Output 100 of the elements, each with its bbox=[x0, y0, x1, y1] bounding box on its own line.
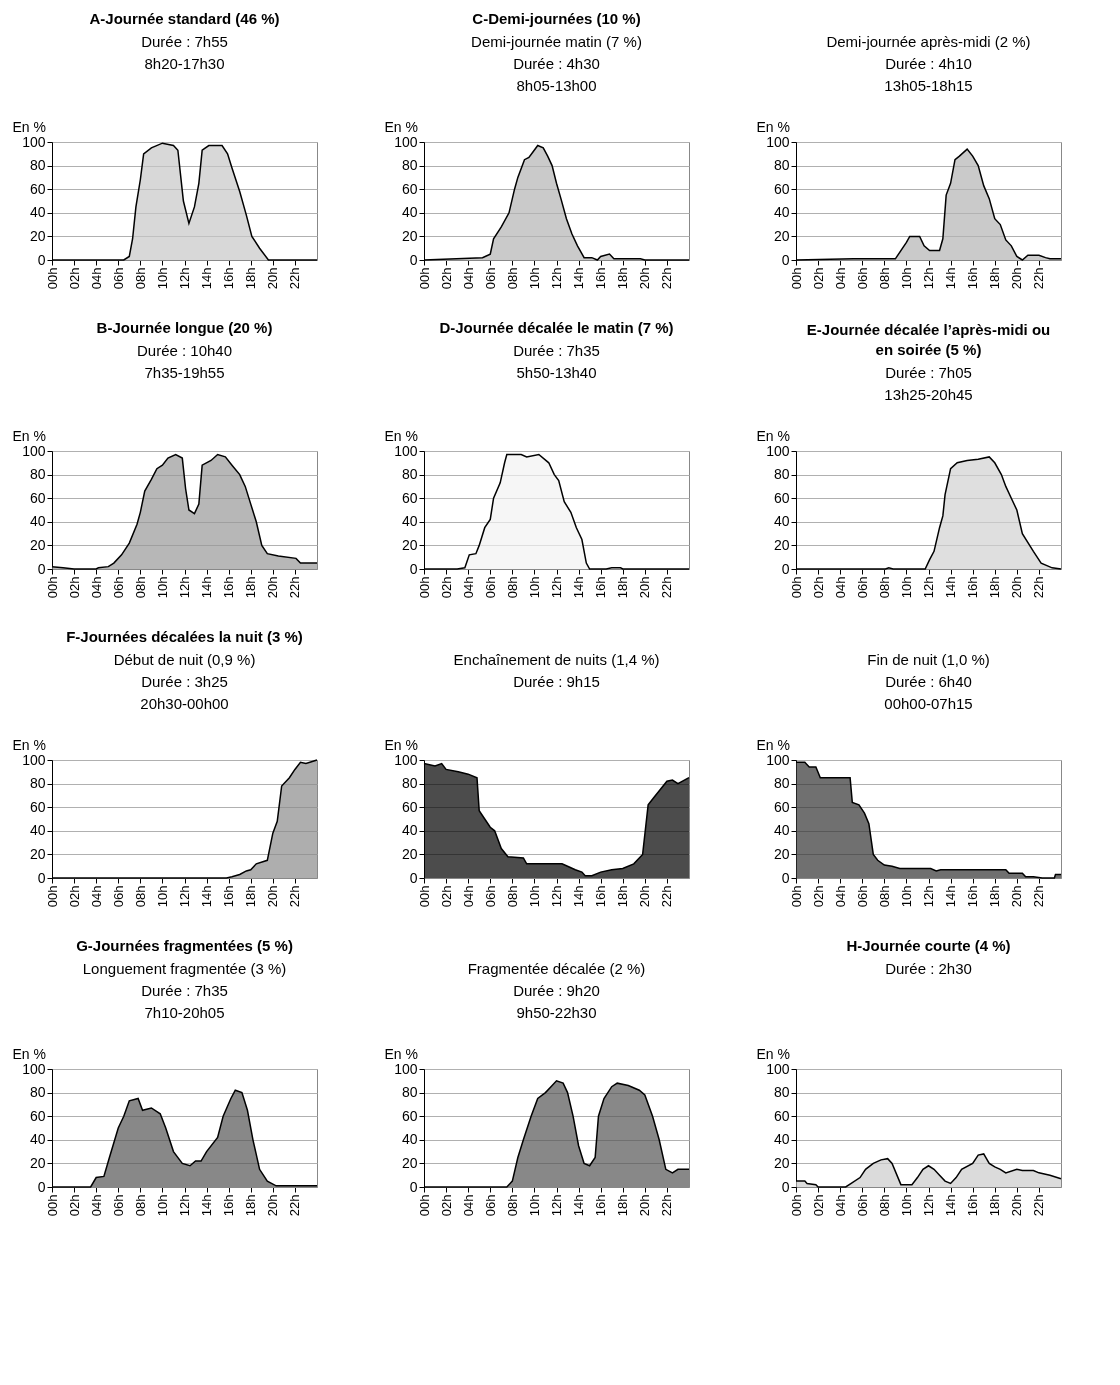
x-tick-label: 16h bbox=[965, 1194, 981, 1217]
x-tick-label: 04h bbox=[832, 1194, 848, 1217]
y-tick-label: 60 bbox=[29, 1107, 46, 1124]
x-tick-label: 10h bbox=[526, 576, 542, 599]
x-tick-label: 22h bbox=[1031, 885, 1047, 908]
y-axis-title: En % bbox=[384, 736, 418, 753]
y-tick-label: 20 bbox=[401, 845, 418, 862]
x-tick-label: 22h bbox=[1031, 576, 1047, 599]
x-tick-label: 16h bbox=[221, 267, 237, 290]
y-tick-label: 80 bbox=[401, 775, 418, 792]
x-tick-label: 18h bbox=[243, 1194, 259, 1217]
x-tick-label: 10h bbox=[154, 267, 170, 290]
x-tick-label: 10h bbox=[154, 885, 170, 908]
y-tick-label: 80 bbox=[401, 466, 418, 483]
x-tick-label: 14h bbox=[199, 1194, 215, 1217]
x-tick-label: 02h bbox=[438, 1194, 454, 1217]
x-tick-label: 14h bbox=[199, 885, 215, 908]
x-tick-label: 14h bbox=[571, 885, 587, 908]
x-tick-label: 06h bbox=[110, 1194, 126, 1217]
chart-subtitle: Fin de nuit (1,0 %) Durée : 6h40 00h00-07h15 bbox=[867, 651, 990, 712]
x-tick-label: 22h bbox=[287, 885, 303, 908]
x-tick-label: 18h bbox=[243, 885, 259, 908]
x-tick-label: 20h bbox=[637, 267, 653, 290]
y-tick-label: 40 bbox=[773, 204, 790, 221]
x-tick-label: 14h bbox=[571, 1194, 587, 1217]
x-tick-label: 10h bbox=[526, 1194, 542, 1217]
x-tick-label: 08h bbox=[876, 267, 892, 290]
x-tick-label: 18h bbox=[987, 576, 1003, 599]
x-tick-label: 12h bbox=[921, 267, 936, 290]
y-tick-label: 0 bbox=[37, 869, 46, 886]
x-tick-label: 20h bbox=[265, 576, 281, 599]
x-tick-label: 12h bbox=[921, 885, 936, 908]
x-tick-label: 08h bbox=[132, 1194, 148, 1217]
x-tick-label: 06h bbox=[854, 1194, 870, 1217]
y-axis-title: En % bbox=[756, 427, 790, 444]
x-tick-label: 22h bbox=[659, 267, 675, 290]
y-tick-label: 20 bbox=[773, 536, 790, 553]
x-tick-label: 00h bbox=[44, 885, 60, 908]
y-tick-label: 40 bbox=[29, 822, 46, 839]
x-tick-label: 08h bbox=[504, 267, 520, 290]
y-tick-label: 80 bbox=[773, 1084, 790, 1101]
y-tick-label: 60 bbox=[773, 180, 790, 197]
x-tick-label: 20h bbox=[637, 1194, 653, 1217]
x-tick-label: 16h bbox=[593, 576, 609, 599]
y-tick-label: 0 bbox=[37, 251, 46, 268]
x-tick-label: 08h bbox=[876, 1194, 892, 1217]
y-tick-label: 0 bbox=[409, 869, 418, 886]
y-tick-label: 100 bbox=[22, 1060, 46, 1077]
chart-subtitle: Durée : 7h55 8h20-17h30 bbox=[141, 33, 228, 72]
x-tick-label: 06h bbox=[482, 576, 498, 599]
x-tick-label: 20h bbox=[265, 1194, 281, 1217]
chart-subtitle: Durée : 2h30 bbox=[885, 960, 972, 977]
y-axis-title: En % bbox=[756, 1045, 790, 1062]
x-tick-label: 06h bbox=[854, 576, 870, 599]
x-tick-label: 16h bbox=[593, 267, 609, 290]
x-tick-label: 00h bbox=[788, 576, 804, 599]
y-tick-label: 0 bbox=[409, 1178, 418, 1195]
x-tick-label: 16h bbox=[221, 885, 237, 908]
x-tick-label: 12h bbox=[177, 267, 192, 290]
x-tick-label: 16h bbox=[221, 1194, 237, 1217]
chart-title: E-Journée décalée l’après-midi ou en soirée (5 %) bbox=[806, 321, 1051, 358]
x-tick-label: 18h bbox=[615, 1194, 631, 1217]
y-tick-label: 0 bbox=[781, 560, 790, 577]
x-tick-label: 16h bbox=[965, 576, 981, 599]
x-tick-label: 14h bbox=[943, 267, 959, 290]
x-tick-label: 04h bbox=[460, 1194, 476, 1217]
x-tick-label: 02h bbox=[66, 267, 82, 290]
y-tick-label: 40 bbox=[29, 204, 46, 221]
chart-subtitle: Fragmentée décalée (2 %) Durée : 9h20 9h50-22h30 bbox=[467, 960, 646, 1021]
y-tick-label: 100 bbox=[22, 133, 46, 150]
x-tick-label: 04h bbox=[460, 267, 476, 290]
y-tick-label: 80 bbox=[401, 157, 418, 174]
y-tick-label: 80 bbox=[29, 1084, 46, 1101]
x-tick-label: 04h bbox=[832, 576, 848, 599]
x-tick-label: 18h bbox=[615, 885, 631, 908]
x-tick-label: 10h bbox=[526, 885, 542, 908]
x-tick-label: 12h bbox=[549, 885, 564, 908]
x-tick-label: 20h bbox=[265, 885, 281, 908]
x-tick-label: 12h bbox=[177, 1194, 192, 1217]
x-tick-label: 14h bbox=[943, 1194, 959, 1217]
x-tick-label: 06h bbox=[854, 885, 870, 908]
y-tick-label: 20 bbox=[29, 227, 46, 244]
x-tick-label: 22h bbox=[1031, 267, 1047, 290]
y-axis-title: En % bbox=[384, 118, 418, 135]
chart-title: F-Journées décalées la nuit (3 %) bbox=[66, 628, 303, 645]
y-tick-label: 20 bbox=[401, 536, 418, 553]
y-axis-title: En % bbox=[12, 1045, 46, 1062]
x-tick-label: 12h bbox=[921, 1194, 936, 1217]
x-tick-label: 20h bbox=[1009, 885, 1025, 908]
x-tick-label: 02h bbox=[438, 267, 454, 290]
chart-subtitle: Enchaînement de nuits (1,4 %) Durée : 9h15 bbox=[453, 651, 660, 690]
y-tick-label: 20 bbox=[773, 845, 790, 862]
y-axis-title: En % bbox=[756, 118, 790, 135]
x-tick-label: 10h bbox=[154, 1194, 170, 1217]
y-tick-label: 20 bbox=[401, 227, 418, 244]
y-tick-label: 80 bbox=[401, 1084, 418, 1101]
x-tick-label: 00h bbox=[416, 1194, 432, 1217]
x-tick-label: 04h bbox=[88, 1194, 104, 1217]
x-tick-label: 00h bbox=[44, 576, 60, 599]
chart-subtitle: Longuement fragmentée (3 %) Durée : 7h35 7h10-20h05 bbox=[82, 960, 287, 1021]
